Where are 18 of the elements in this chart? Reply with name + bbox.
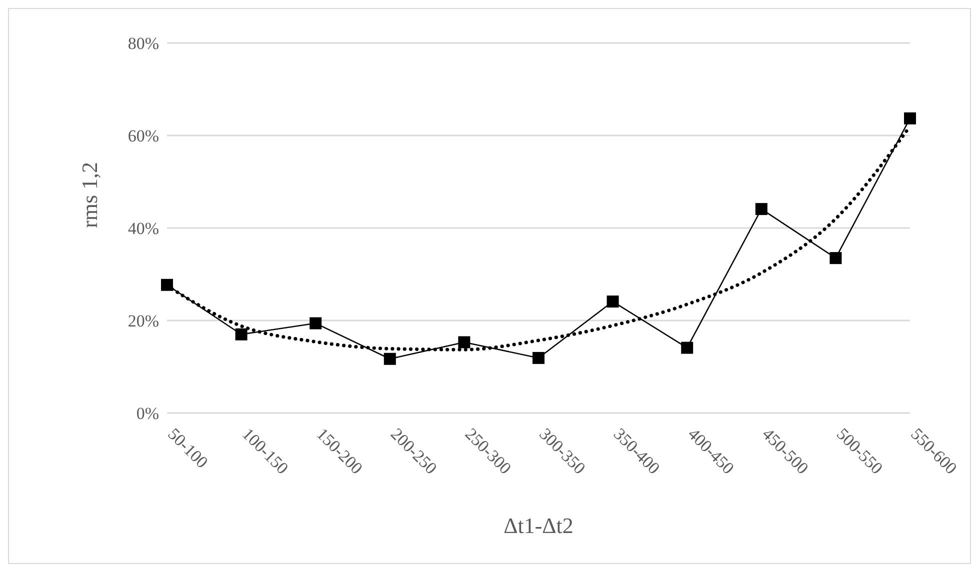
point [161, 278, 173, 291]
point [606, 296, 619, 308]
y-tick-label: 80% [128, 34, 159, 54]
y-tick-label: 40% [128, 219, 159, 238]
x-axis-title: Δt1-Δt2 [504, 513, 574, 538]
point [830, 252, 842, 264]
point [904, 112, 916, 124]
y-tick-label: 60% [128, 126, 159, 146]
point [532, 352, 544, 364]
point [384, 352, 396, 365]
point [458, 336, 470, 348]
point [755, 203, 768, 216]
point [681, 342, 694, 354]
y-axis-title: rms 1,2 [76, 162, 102, 228]
point [235, 328, 248, 340]
y-tick-label: 20% [128, 312, 159, 331]
point [310, 317, 322, 330]
y-tick-label: 0% [136, 404, 159, 424]
